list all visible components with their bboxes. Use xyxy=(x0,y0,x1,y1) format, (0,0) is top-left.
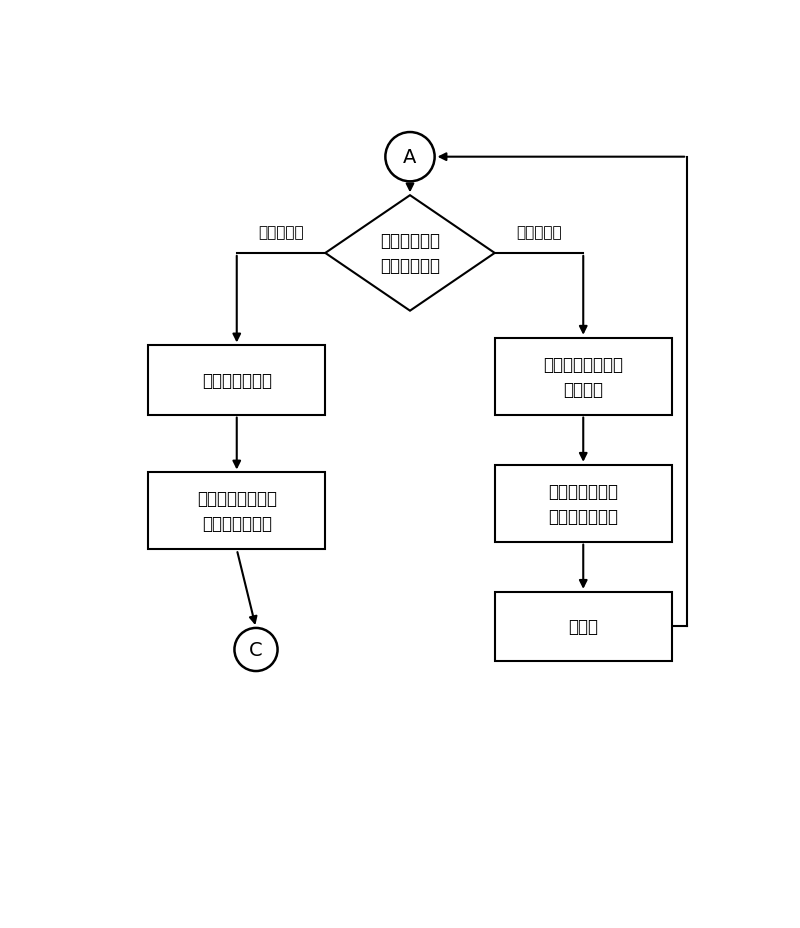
Text: 重开机: 重开机 xyxy=(568,618,598,636)
Bar xyxy=(148,473,326,549)
Bar xyxy=(494,339,672,415)
Text: 逐减频率产生器的
目前频率: 逐减频率产生器的 目前频率 xyxy=(543,355,623,398)
Text: C: C xyxy=(249,640,263,659)
Bar xyxy=(494,592,672,662)
Text: 第一种情况或
第二种情况？: 第一种情况或 第二种情况？ xyxy=(380,232,440,275)
Text: A: A xyxy=(403,148,417,167)
Text: 第二种情况: 第二种情况 xyxy=(258,225,304,239)
Text: 第一种情况: 第一种情况 xyxy=(516,225,562,239)
Text: 禁用看门狗单元: 禁用看门狗单元 xyxy=(202,371,272,390)
Text: 记录可成功开机的
这些硬件参数值: 记录可成功开机的 这些硬件参数值 xyxy=(197,490,277,533)
Bar xyxy=(494,465,672,542)
Bar xyxy=(148,346,326,415)
Text: 看门狗自动重新
计时（或计数）: 看门狗自动重新 计时（或计数） xyxy=(548,483,618,525)
